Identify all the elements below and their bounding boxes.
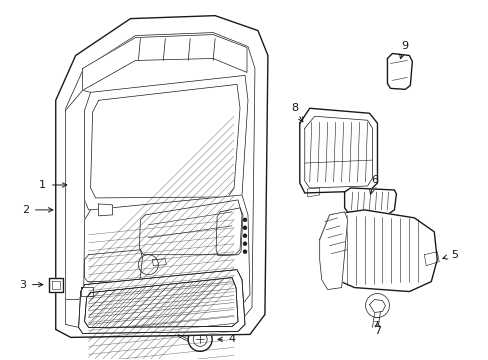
Circle shape — [85, 207, 91, 213]
Polygon shape — [386, 54, 411, 89]
Circle shape — [243, 234, 246, 238]
Polygon shape — [319, 212, 347, 289]
Polygon shape — [319, 210, 436, 292]
Text: 3: 3 — [20, 280, 26, 289]
Polygon shape — [65, 90, 90, 300]
Polygon shape — [83, 195, 249, 310]
Circle shape — [188, 328, 212, 351]
Circle shape — [243, 218, 246, 222]
Text: 2: 2 — [22, 205, 29, 215]
Circle shape — [243, 226, 246, 230]
Polygon shape — [299, 108, 377, 193]
Text: 6: 6 — [370, 175, 377, 185]
Text: 5: 5 — [450, 250, 457, 260]
Polygon shape — [369, 300, 385, 312]
Text: 4: 4 — [228, 334, 235, 345]
Polygon shape — [79, 270, 244, 333]
Circle shape — [53, 282, 59, 288]
Polygon shape — [99, 204, 112, 216]
Polygon shape — [56, 15, 267, 337]
Polygon shape — [344, 188, 396, 214]
Circle shape — [243, 242, 246, 246]
Circle shape — [75, 196, 102, 224]
Text: 7: 7 — [373, 327, 380, 336]
Text: 1: 1 — [39, 180, 46, 190]
Polygon shape — [49, 278, 62, 292]
Text: 8: 8 — [291, 103, 298, 113]
Circle shape — [243, 250, 246, 254]
Text: 9: 9 — [400, 41, 407, 50]
Polygon shape — [82, 75, 247, 210]
Polygon shape — [82, 35, 246, 90]
